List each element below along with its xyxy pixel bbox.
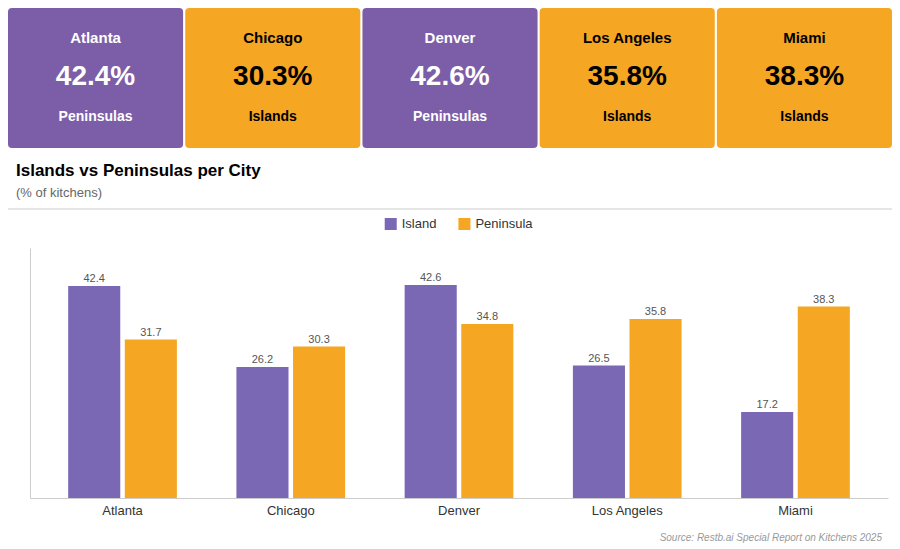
- data-label: 31.7: [140, 326, 161, 338]
- card: Denver 42.6% Peninsulas: [362, 8, 537, 148]
- data-label: 42.6: [420, 271, 441, 283]
- background: [0, 0, 900, 549]
- card-type: Islands: [780, 108, 828, 124]
- y-axis: [30, 249, 31, 499]
- bar: [573, 366, 625, 499]
- legend-label: Island: [402, 216, 437, 231]
- data-label: 17.2: [756, 398, 777, 410]
- bar: [68, 286, 120, 498]
- legend-swatch: [458, 218, 470, 230]
- x-tick-label: Miami: [778, 503, 813, 518]
- card-city: Denver: [425, 29, 476, 46]
- card-background: [540, 8, 715, 148]
- data-label: 26.2: [252, 353, 273, 365]
- legend-swatch: [385, 218, 397, 230]
- x-tick-label: Denver: [438, 503, 481, 518]
- legend-item: Peninsula: [458, 216, 533, 231]
- card-type: Islands: [249, 108, 297, 124]
- card-city: Los Angeles: [583, 29, 672, 46]
- bar: [405, 285, 457, 498]
- card-type: Islands: [603, 108, 651, 124]
- card-background: [717, 8, 892, 148]
- data-label: 42.4: [84, 272, 105, 284]
- data-label: 30.3: [308, 333, 329, 345]
- card: Atlanta 42.4% Peninsulas: [8, 8, 183, 148]
- x-tick: Atlanta: [102, 498, 143, 518]
- card-background: [185, 8, 360, 148]
- bar: [461, 324, 513, 498]
- card-type: Peninsulas: [59, 108, 133, 124]
- data-labels: 42.4 26.2 42.6 26.5 17.2 31.7 30.3 34.8 35.8 38.3: [84, 271, 835, 410]
- card-background: [8, 8, 183, 148]
- x-tick: Denver: [438, 498, 481, 518]
- card-value: 35.8%: [588, 60, 667, 91]
- x-tick-label: Chicago: [267, 503, 315, 518]
- card: Miami 38.3% Islands: [717, 8, 892, 148]
- title: Islands vs Peninsulas per City: [16, 161, 261, 180]
- card-value: 42.6%: [410, 60, 489, 91]
- x-tick-label: Atlanta: [102, 503, 143, 518]
- bar: [630, 319, 682, 498]
- bar: [236, 367, 288, 498]
- legend-item: Island: [385, 216, 437, 231]
- subtitle: (% of kitchens): [16, 185, 102, 200]
- source: Source: Restb.ai Special Report on Kitch…: [660, 532, 883, 543]
- x-tick: Los Angeles: [592, 498, 663, 518]
- card-type: Peninsulas: [413, 108, 487, 124]
- bar: [741, 412, 793, 498]
- bar: [125, 340, 177, 499]
- x-tick: Miami: [778, 498, 813, 518]
- bar: [293, 347, 345, 499]
- card: Chicago 30.3% Islands: [185, 8, 360, 148]
- y-axis-line: [30, 249, 31, 499]
- data-label: 35.8: [645, 305, 666, 317]
- card-value: 38.3%: [765, 60, 844, 91]
- x-axis: Atlanta Chicago Denver Los Angeles Miami: [31, 498, 889, 518]
- card-city: Atlanta: [70, 29, 121, 46]
- cards: Atlanta 42.4% Peninsulas Chicago 30.3% Island…: [8, 8, 892, 148]
- x-tick: Chicago: [267, 498, 315, 518]
- card: Los Angeles 35.8% Islands: [540, 8, 715, 148]
- x-axis-line: [31, 498, 889, 499]
- data-label: 34.8: [477, 310, 498, 322]
- card-city: Chicago: [243, 29, 302, 46]
- data-label: 38.3: [813, 293, 834, 305]
- bar: [798, 307, 850, 499]
- card-value: 30.3%: [233, 60, 312, 91]
- chart: Atlanta 42.4% Peninsulas Chicago 30.3% Island…: [0, 0, 900, 549]
- card-city: Miami: [783, 29, 826, 46]
- bars: [68, 285, 850, 498]
- separator: [8, 209, 892, 210]
- x-tick-label: Los Angeles: [592, 503, 663, 518]
- data-label: 26.5: [588, 352, 609, 364]
- legend: Island Peninsula: [385, 216, 534, 231]
- legend-label: Peninsula: [475, 216, 533, 231]
- card-value: 42.4%: [56, 60, 135, 91]
- card-background: [362, 8, 537, 148]
